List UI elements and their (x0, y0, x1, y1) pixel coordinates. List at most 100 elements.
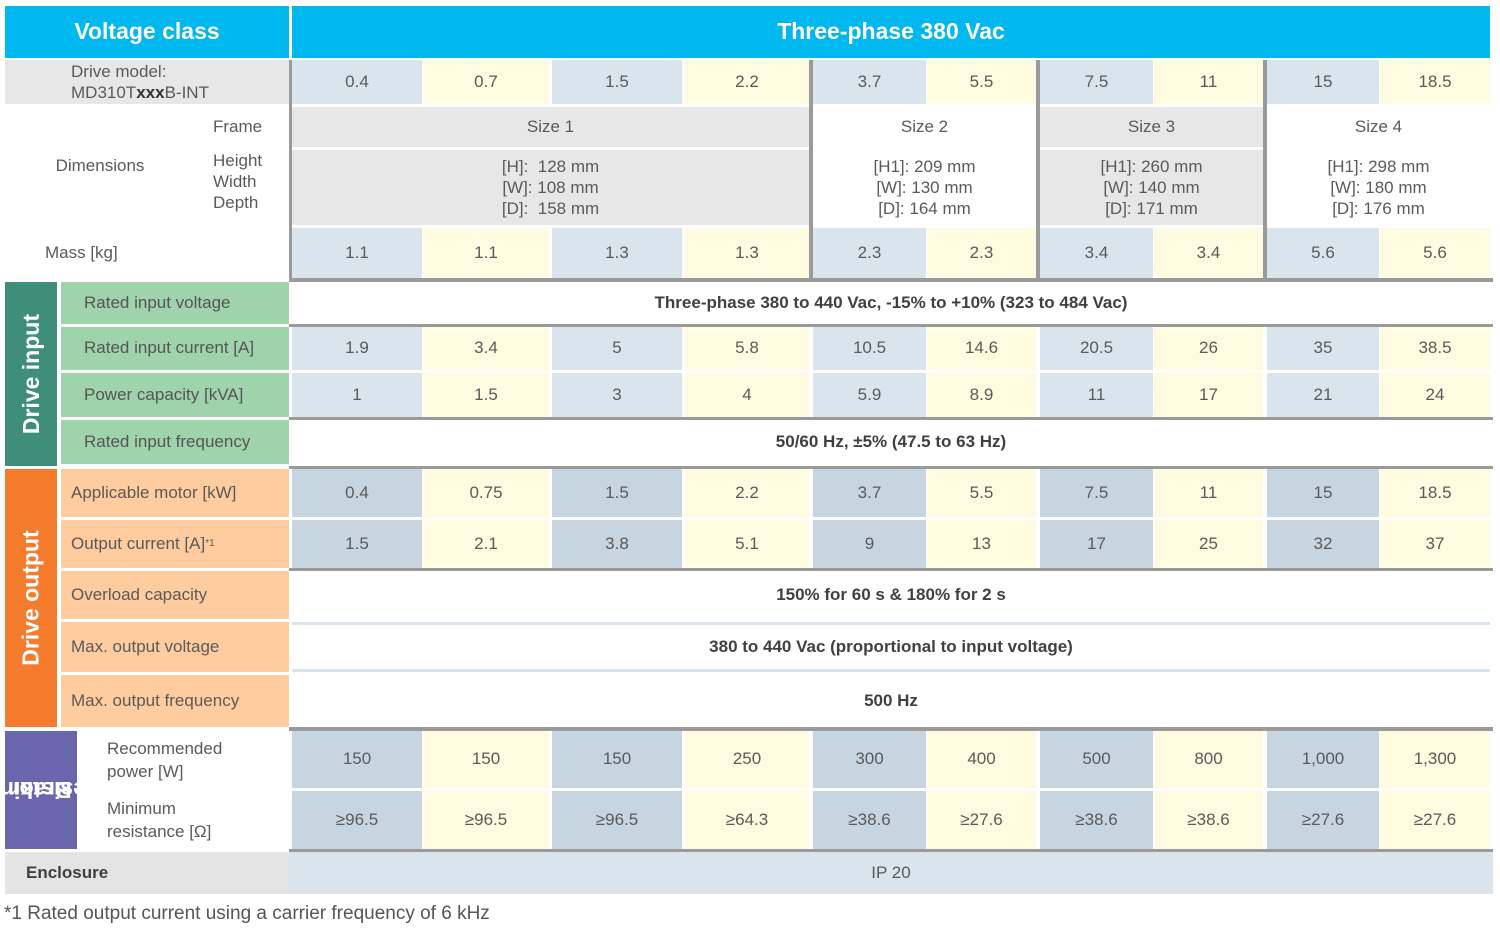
rated-input-current-cell: 14.6 (927, 327, 1036, 370)
output-current-cell: 5.1 (685, 520, 809, 568)
applicable-motor-cell: 3.7 (813, 469, 926, 517)
drive-model-cell: 11 (1154, 60, 1263, 104)
hwd-labels: Height Width Depth (186, 150, 289, 225)
recommended-power-cell: 250 (685, 731, 809, 788)
frame-size-3: Size 3 (1040, 107, 1263, 147)
max-output-voltage-label: Max. output voltage (61, 622, 289, 672)
frame-3-depth: [D]: 171 mm (1105, 199, 1198, 218)
rated-input-current-cell: 20.5 (1040, 327, 1153, 370)
mass-label: Mass [kg] (5, 228, 289, 278)
drive-model-cell: 18.5 (1380, 60, 1490, 104)
output-current-label: Output current [A] *1 (61, 520, 289, 568)
braking-resistor-text: Brakingresistor (0, 747, 95, 833)
mass-cell: 1.1 (423, 228, 549, 278)
row-divider (289, 727, 1493, 731)
minimum-resistance-cell: ≥27.6 (1380, 791, 1490, 849)
overload-capacity-value: 150% for 60 s & 180% for 2 s (292, 571, 1490, 619)
power-capacity-cell: 1 (292, 373, 422, 417)
height-label: Height (213, 151, 263, 170)
drive-model-cell: 1.5 (552, 60, 682, 104)
rated-input-current-label: Rated input current [A] (61, 327, 289, 370)
recommended-power-cell: 1,300 (1380, 731, 1490, 788)
output-current-cell: 13 (927, 520, 1036, 568)
minimum-resistance-cell: ≥96.5 (292, 791, 422, 849)
mass-cell: 5.6 (1267, 228, 1379, 278)
recommended-power-cell: 800 (1154, 731, 1263, 788)
depth-label: Depth (213, 193, 259, 212)
mass-cell: 1.3 (552, 228, 682, 278)
column-divider (1036, 60, 1040, 282)
frame-4-depth: [D]: 176 mm (1332, 199, 1425, 218)
output-current-cell: 17 (1040, 520, 1153, 568)
applicable-motor-cell: 18.5 (1380, 469, 1490, 517)
mass-cell: 2.3 (927, 228, 1036, 278)
minimum-resistance-cell: ≥27.6 (1267, 791, 1379, 849)
drive-model-cell: 2.2 (685, 60, 809, 104)
minimum-resistance-cell: ≥96.5 (423, 791, 549, 849)
drive-model-cell: 15 (1267, 60, 1379, 104)
mass-cell: 3.4 (1040, 228, 1153, 278)
applicable-motor-cell: 0.4 (292, 469, 422, 517)
drive-output-text: Drive output (17, 530, 44, 666)
frame-1-width: [W]: 108 mm (502, 178, 599, 197)
output-current-cell: 25 (1154, 520, 1263, 568)
row-divider (289, 324, 1493, 327)
applicable-motor-cell: 1.5 (552, 469, 682, 517)
model-prefix: MD310T (71, 83, 137, 102)
frame-size-2: Size 2 (813, 107, 1036, 147)
drive-model-cell: 5.5 (927, 60, 1036, 104)
column-divider (809, 60, 813, 282)
recommended-power-label: Recommended power [W] (81, 731, 289, 788)
frame-label: Frame (186, 107, 289, 147)
frame-2-width: [W]: 130 mm (876, 178, 973, 197)
recommended-power-cell: 300 (813, 731, 926, 788)
frame-4-dimensions: [H1]: 298 mm [W]: 180 mm [D]: 176 mm (1267, 150, 1490, 225)
frame-2-height: [H1]: 209 mm (873, 157, 976, 176)
recommended-power-cell: 1,000 (1267, 731, 1379, 788)
output-current-cell: 37 (1380, 520, 1490, 568)
row-divider (289, 466, 1493, 469)
three-phase-header: Three-phase 380 Vac (292, 6, 1490, 58)
output-current-cell: 9 (813, 520, 926, 568)
drive-model-cell: 0.7 (423, 60, 549, 104)
rated-input-current-cell: 35 (1267, 327, 1379, 370)
max-output-voltage-value: 380 to 440 Vac (proportional to input vo… (292, 622, 1490, 672)
footnote: *1 Rated output current using a carrier … (4, 903, 490, 924)
drive-model-cell: 0.4 (292, 60, 422, 104)
row-divider (289, 849, 1493, 852)
drive-model-cell: 7.5 (1040, 60, 1153, 104)
applicable-motor-label: Applicable motor [kW] (61, 469, 289, 517)
recommended-power-cell: 150 (423, 731, 549, 788)
frame-4-width: [W]: 180 mm (1330, 178, 1427, 197)
overload-capacity-label: Overload capacity (61, 571, 289, 619)
output-current-cell: 32 (1267, 520, 1379, 568)
power-capacity-label: Power capacity [kVA] (61, 373, 289, 417)
drive-output-group-label: Drive output (5, 469, 57, 727)
minimum-resistance-cell: ≥38.6 (1040, 791, 1153, 849)
output-current-cell: 1.5 (292, 520, 422, 568)
mass-cell: 3.4 (1154, 228, 1263, 278)
applicable-motor-cell: 2.2 (685, 469, 809, 517)
rated-input-current-cell: 5 (552, 327, 682, 370)
enclosure-value: IP 20 (289, 852, 1493, 894)
rated-input-current-cell: 10.5 (813, 327, 926, 370)
rated-input-current-cell: 26 (1154, 327, 1263, 370)
recommended-power-cell: 150 (552, 731, 682, 788)
drive-model-label: Drive model: MD310TxxxB-INT (5, 60, 289, 104)
minimum-resistance-line2: resistance [Ω] (107, 822, 212, 841)
minimum-resistance-cell: ≥38.6 (1154, 791, 1263, 849)
rated-input-voltage-label: Rated input voltage (61, 282, 289, 324)
drive-model-label-line2: MD310TxxxB-INT (71, 82, 209, 103)
frame-1-depth: [D]: 158 mm (501, 199, 600, 218)
recommended-power-cell: 150 (292, 731, 422, 788)
width-label: Width (213, 172, 257, 191)
output-current-cell: 3.8 (552, 520, 682, 568)
recommended-power-cell: 500 (1040, 731, 1153, 788)
minimum-resistance-cell: ≥64.3 (685, 791, 809, 849)
minimum-resistance-line1: Minimum (107, 799, 176, 818)
frame-1-dimensions: [H]: 128 mm [W]: 108 mm [D]: 158 mm (292, 150, 809, 225)
max-output-frequency-value: 500 Hz (292, 675, 1490, 727)
mass-cell: 1.3 (685, 228, 809, 278)
power-capacity-cell: 3 (552, 373, 682, 417)
power-capacity-cell: 21 (1267, 373, 1379, 417)
